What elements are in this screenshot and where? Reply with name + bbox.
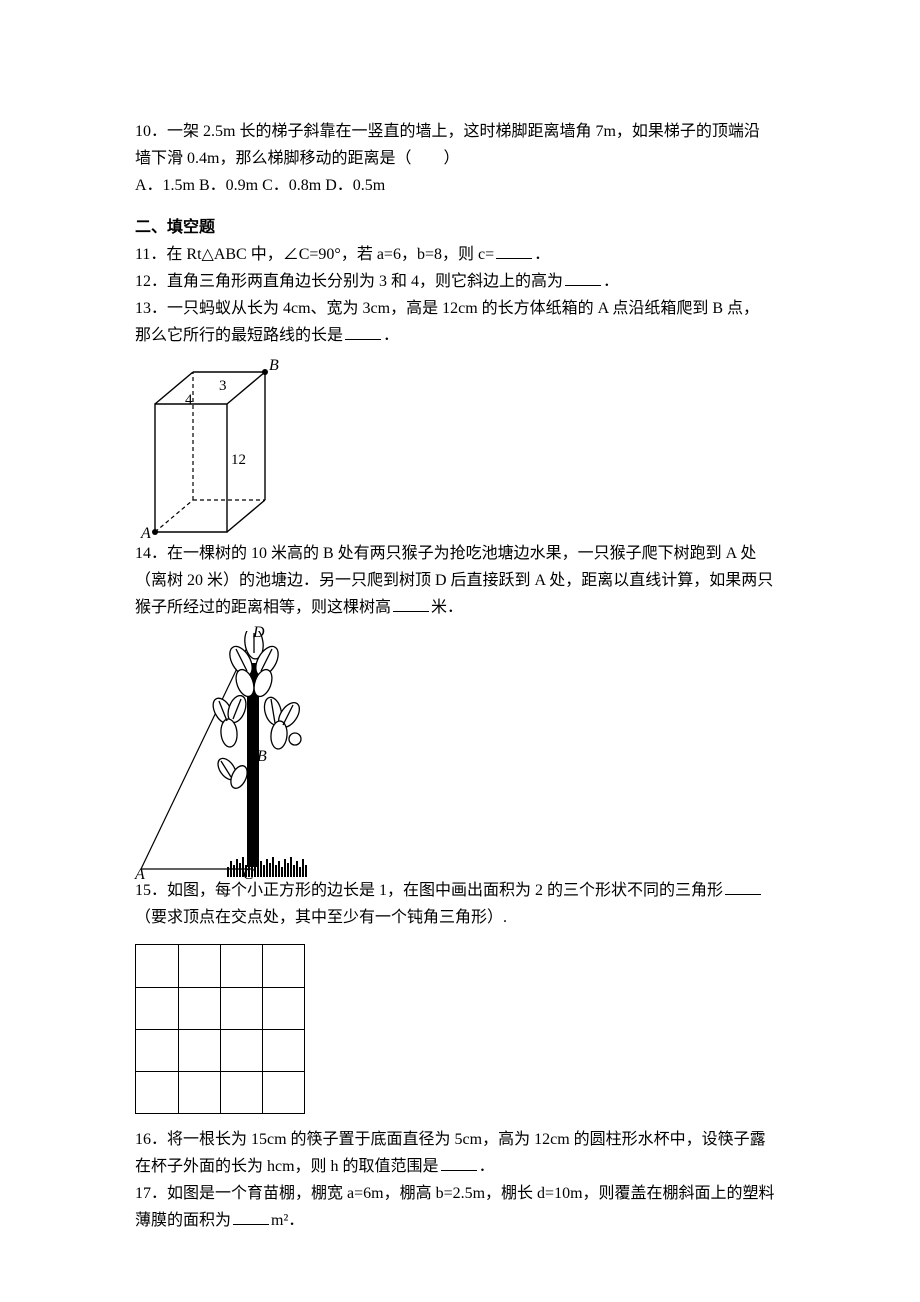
figure-grid xyxy=(135,944,790,1114)
figure-tree: D B A C xyxy=(135,625,790,877)
q10-line2: 墙下滑 0.4m，那么梯脚移动的距离是（ ） xyxy=(135,147,790,172)
q14-blank xyxy=(393,597,429,612)
cuboid-vertex-B xyxy=(262,369,268,375)
q16-line1: 16．将一根长为 15cm 的筷子置于底面直径为 5cm，高为 12cm 的圆柱… xyxy=(135,1128,790,1153)
q13-line1: 13．一只蚂蚁从长为 4cm、宽为 3cm，高是 12cm 的长方体纸箱的 A … xyxy=(135,297,790,322)
q16-line2: 在杯子外面的长为 hcm，则 h 的取值范围是 ． xyxy=(135,1155,790,1180)
q12-pre: 12．直角三角形两直角边长分别为 3 和 4，则它斜边上的高为 xyxy=(135,273,563,290)
cuboid-label-A: A xyxy=(140,525,151,540)
cuboid-solid xyxy=(155,372,265,532)
section-2-heading: 二、填空题 xyxy=(135,216,790,241)
q14-line3: 猴子所经过的距离相等，则这棵树高 米． xyxy=(135,596,790,621)
cuboid-label-B: B xyxy=(269,357,279,374)
figure-cuboid: A B 3 4 12 xyxy=(135,352,790,540)
cuboid-vertex-A xyxy=(152,529,158,535)
q14-line1: 14．在一棵树的 10 米高的 B 处有两只猴子为抢吃池塘边水果，一只猴子爬下树… xyxy=(135,542,790,567)
q11-blank xyxy=(496,244,532,259)
tree-drawing xyxy=(201,625,305,877)
q13-line2-post: ． xyxy=(383,327,399,344)
q16-line2-post: ． xyxy=(479,1158,495,1175)
q17-line2-pre: 薄膜的面积为 xyxy=(135,1212,231,1229)
q16-line2-pre: 在杯子外面的长为 hcm，则 h 的取值范围是 xyxy=(135,1158,439,1175)
q13-line2-pre: 那么它所行的最短路线的长是 xyxy=(135,327,343,344)
q17-line1: 17．如图是一个育苗棚，棚宽 a=6m，棚高 b=2.5m，棚长 d=10m，则… xyxy=(135,1182,790,1207)
q14-line2: （离树 20 米）的池塘边．另一只爬到树顶 D 后直接跃到 A 处，距离以直线计… xyxy=(135,569,790,594)
cuboid-dim-4: 4 xyxy=(185,392,193,408)
tree-label-C: C xyxy=(243,863,254,888)
q15-line2: （要求顶点在交点处，其中至少有一个钝角三角形）. xyxy=(135,906,790,931)
q15-blank xyxy=(725,880,761,895)
q11: 11．在 Rt△ABC 中，∠C=90°，若 a=6，b=8，则 c= ． xyxy=(135,243,790,268)
cuboid-dim-12: 12 xyxy=(231,452,246,468)
q15-line1: 15．如图，每个小正方形的边长是 1，在图中画出面积为 2 的三个形状不同的三角… xyxy=(135,879,790,904)
q11-post: ． xyxy=(534,246,550,263)
cuboid-dim-3: 3 xyxy=(219,378,227,394)
leaf-cluster-4 xyxy=(213,755,253,795)
q12-post: ． xyxy=(603,273,619,290)
tree-label-B: B xyxy=(257,745,267,770)
q11-pre: 11．在 Rt△ABC 中，∠C=90°，若 a=6，b=8，则 c= xyxy=(135,246,494,263)
q17-line2: 薄膜的面积为 m²． xyxy=(135,1209,790,1234)
grid-4x4 xyxy=(135,944,305,1114)
q17-line2-post: m²． xyxy=(271,1212,304,1229)
tree-grass xyxy=(219,857,315,877)
q17-blank xyxy=(233,1210,269,1225)
q10-options: A．1.5m B．0.9m C．0.8m D．0.5m xyxy=(135,174,790,199)
q12: 12．直角三角形两直角边长分别为 3 和 4，则它斜边上的高为 ． xyxy=(135,270,790,295)
q10-line1: 10．一架 2.5m 长的梯子斜靠在一竖直的墙上，这时梯脚距离墙角 7m，如果梯… xyxy=(135,120,790,145)
q14-line3-pre: 猴子所经过的距离相等，则这棵树高 xyxy=(135,599,391,616)
cuboid-dashed xyxy=(155,372,265,532)
q13-line2: 那么它所行的最短路线的长是 ． xyxy=(135,324,790,349)
q13-blank xyxy=(345,325,381,340)
tree-label-D: D xyxy=(253,621,265,646)
leaf-cluster-2 xyxy=(207,695,253,751)
tree-label-A: A xyxy=(135,863,145,888)
q14-line3-post: 米． xyxy=(431,599,463,616)
q12-blank xyxy=(565,271,601,286)
q16-blank xyxy=(441,1156,477,1171)
q15-line1-text: 15．如图，每个小正方形的边长是 1，在图中画出面积为 2 的三个形状不同的三角… xyxy=(135,882,723,899)
